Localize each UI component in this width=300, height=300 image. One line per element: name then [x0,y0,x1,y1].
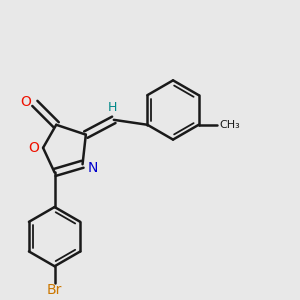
Text: Br: Br [47,283,62,297]
Text: CH₃: CH₃ [219,120,240,130]
Text: H: H [107,101,117,114]
Text: O: O [28,141,39,155]
Text: N: N [87,160,98,175]
Text: O: O [20,95,31,109]
